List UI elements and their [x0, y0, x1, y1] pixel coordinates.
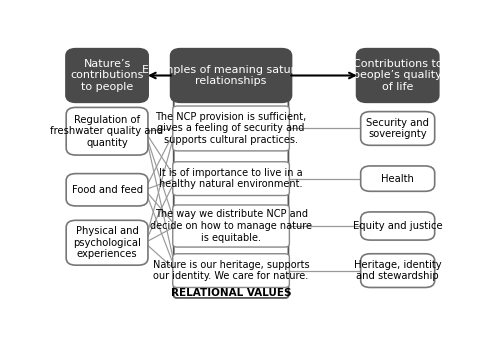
FancyBboxPatch shape	[66, 174, 148, 206]
FancyBboxPatch shape	[357, 49, 438, 102]
Text: Food and feed: Food and feed	[72, 185, 142, 195]
Text: RELATIONAL VALUES: RELATIONAL VALUES	[171, 288, 292, 298]
FancyBboxPatch shape	[360, 111, 434, 145]
FancyBboxPatch shape	[66, 108, 148, 155]
FancyBboxPatch shape	[172, 205, 290, 247]
FancyBboxPatch shape	[360, 254, 434, 287]
FancyBboxPatch shape	[66, 220, 148, 265]
Text: Health: Health	[382, 174, 414, 184]
Text: Physical and
psychological
experiences: Physical and psychological experiences	[73, 226, 141, 259]
FancyBboxPatch shape	[360, 166, 434, 191]
FancyBboxPatch shape	[174, 89, 288, 298]
Text: Nature’s
contributions
to people: Nature’s contributions to people	[70, 59, 144, 92]
FancyBboxPatch shape	[171, 49, 292, 102]
Text: Contributions to
people’s quality
of life: Contributions to people’s quality of lif…	[353, 59, 442, 92]
Text: Security and
sovereignty: Security and sovereignty	[366, 118, 429, 139]
Text: Equity and justice: Equity and justice	[353, 221, 442, 231]
Text: Nature is our heritage, supports
our identity. We care for nature.: Nature is our heritage, supports our ide…	[153, 260, 310, 281]
Text: Regulation of
freshwater quality and
quantity: Regulation of freshwater quality and qua…	[50, 115, 164, 148]
Text: It is of importance to live in a
healthy natural environment.: It is of importance to live in a healthy…	[159, 168, 303, 189]
FancyBboxPatch shape	[172, 106, 290, 151]
FancyBboxPatch shape	[360, 212, 434, 240]
FancyBboxPatch shape	[172, 162, 290, 195]
Text: Examples of meaning saturated
relationships: Examples of meaning saturated relationsh…	[142, 65, 320, 86]
FancyBboxPatch shape	[66, 49, 148, 102]
Text: The NCP provision is sufficient,
gives a feeling of security and
supports cultur: The NCP provision is sufficient, gives a…	[156, 112, 306, 145]
Text: Heritage, identity
and stewardship: Heritage, identity and stewardship	[354, 260, 442, 281]
Text: The way we distribute NCP and
decide on how to manage nature
is equitable.: The way we distribute NCP and decide on …	[150, 209, 312, 243]
FancyBboxPatch shape	[172, 254, 290, 287]
